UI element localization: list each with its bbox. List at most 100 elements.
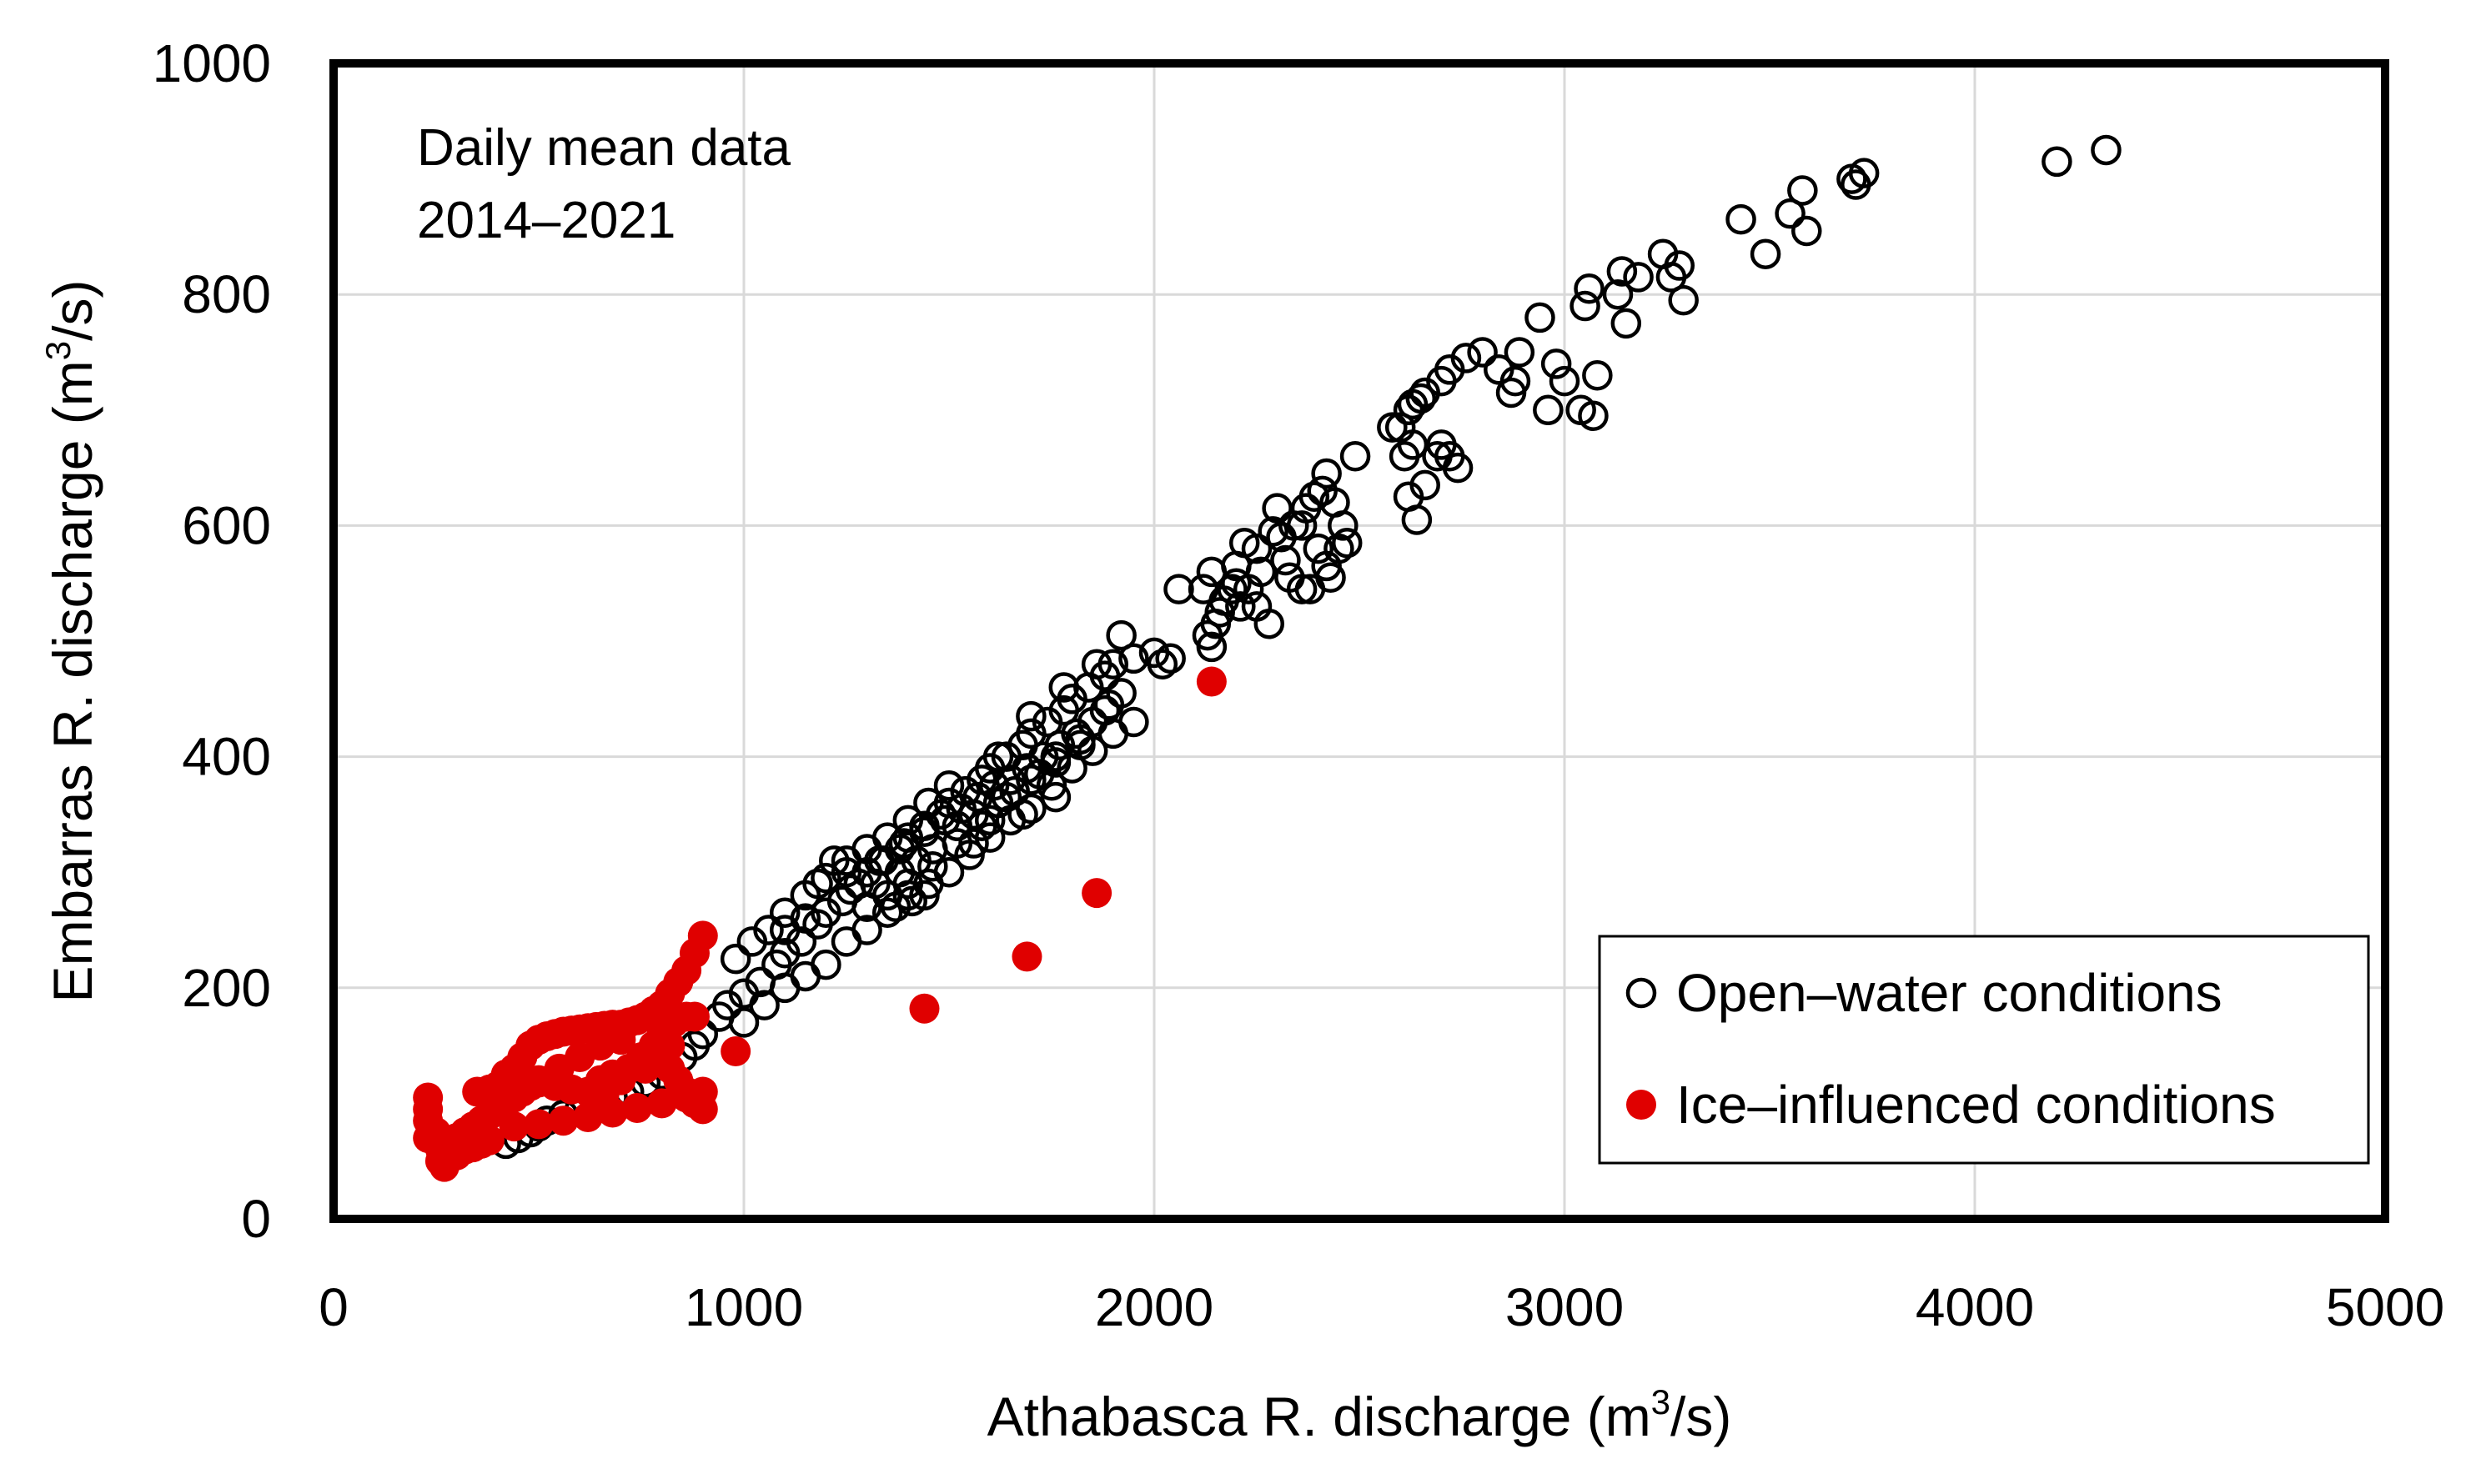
legend-label-open-water: Open–water conditions xyxy=(1676,963,2222,1023)
x-tick-label: 2000 xyxy=(1095,1277,1213,1337)
open-water-point xyxy=(1196,631,1228,663)
open-water-point xyxy=(1147,649,1178,679)
open-water-point xyxy=(1524,302,1555,333)
open-water-point xyxy=(974,805,1006,836)
open-water-point xyxy=(728,1007,760,1038)
open-water-point xyxy=(1188,574,1219,604)
open-water-point xyxy=(1450,343,1482,374)
open-water-point xyxy=(1093,689,1125,720)
y-tick-label: 600 xyxy=(182,495,271,555)
open-water-point xyxy=(913,787,944,819)
plot-area-frame xyxy=(329,59,2389,1223)
open-water-point xyxy=(871,897,903,928)
open-water-point xyxy=(1217,574,1248,604)
open-water-point xyxy=(749,990,780,1020)
open-water-point xyxy=(1606,256,1638,287)
ice-influenced-point xyxy=(1196,666,1227,697)
open-water-point xyxy=(1664,250,1695,281)
x-axis-ticks: 0 1000 2000 3000 4000 5000 xyxy=(319,1277,2444,1337)
x-tick-label: 3000 xyxy=(1505,1277,1624,1337)
open-water-point xyxy=(802,868,833,900)
open-water-point xyxy=(1016,700,1047,732)
y-tick-label: 400 xyxy=(182,727,271,787)
ice-influenced-point xyxy=(646,1088,677,1119)
ice-influenced-point xyxy=(909,993,940,1024)
ice-influenced-point xyxy=(573,1102,604,1133)
x-tick-label: 1000 xyxy=(685,1277,803,1337)
open-water-point xyxy=(1016,793,1047,825)
annotation-line-2: 2014–2021 xyxy=(417,192,676,249)
ice-influenced-point xyxy=(524,1109,554,1140)
open-water-point xyxy=(942,828,973,859)
open-water-point xyxy=(1258,516,1288,547)
y-axis-title: Embarras R. discharge (m3/s) xyxy=(38,280,103,1003)
open-water-point xyxy=(1286,510,1318,541)
open-water-point xyxy=(1725,203,1756,235)
open-water-point xyxy=(1106,619,1137,651)
legend-open-circle-marker xyxy=(1625,977,1657,1009)
open-water-point xyxy=(1225,591,1256,622)
open-water-point xyxy=(1118,643,1149,674)
ice-influenced-point xyxy=(679,1001,710,1032)
legend-label-ice-influenced: Ice–influenced conditions xyxy=(1676,1075,2276,1135)
open-water-point xyxy=(1574,273,1605,304)
open-water-point xyxy=(933,770,965,801)
y-tick-label: 0 xyxy=(241,1189,271,1249)
open-water-point xyxy=(1339,440,1371,472)
open-water-point xyxy=(818,845,850,876)
open-water-point xyxy=(1549,365,1580,397)
open-water-point xyxy=(1848,158,1880,188)
data-points xyxy=(413,134,2122,1182)
open-water-point xyxy=(1155,643,1186,674)
open-water-point xyxy=(1040,781,1072,813)
open-water-point xyxy=(831,845,862,876)
open-water-point xyxy=(769,897,801,928)
open-water-point xyxy=(720,943,751,975)
open-water-point xyxy=(982,741,1014,772)
y-tick-label: 800 xyxy=(182,264,271,324)
open-water-point xyxy=(1048,672,1080,703)
open-water-point xyxy=(1610,308,1642,339)
open-water-point xyxy=(1582,359,1613,391)
open-water-point xyxy=(811,949,841,980)
open-water-point xyxy=(896,885,927,917)
ice-influenced-point xyxy=(499,1111,530,1142)
open-water-point xyxy=(1578,400,1609,431)
open-water-point xyxy=(1377,412,1408,443)
open-water-point xyxy=(1401,504,1433,535)
y-axis-ticks: 0 200 400 600 800 1000 xyxy=(153,33,271,1249)
ice-influenced-point xyxy=(721,1036,751,1067)
open-water-point xyxy=(1602,278,1634,310)
open-water-point xyxy=(1504,337,1535,368)
open-water-point xyxy=(1303,533,1334,564)
ice-influenced-point xyxy=(585,1065,615,1095)
ice-influenced-point xyxy=(687,920,718,951)
open-water-point xyxy=(2091,134,2122,166)
open-water-point xyxy=(1077,706,1108,738)
open-water-point xyxy=(1163,574,1194,604)
ice-influenced-point xyxy=(1082,878,1112,909)
x-tick-label: 0 xyxy=(319,1277,349,1337)
x-tick-label: 5000 xyxy=(2326,1277,2444,1337)
open-water-point xyxy=(1331,527,1363,559)
open-water-point xyxy=(1540,348,1572,379)
y-tick-label: 1000 xyxy=(153,33,271,93)
open-water-point xyxy=(1315,562,1346,594)
open-water-point xyxy=(1405,383,1437,414)
open-water-point xyxy=(2042,146,2072,178)
open-water-point xyxy=(1040,741,1072,772)
open-water-point xyxy=(967,810,997,842)
open-water-point xyxy=(1253,608,1285,639)
open-water-point xyxy=(1097,649,1129,679)
open-water-point xyxy=(1262,493,1293,524)
open-water-point xyxy=(1081,649,1112,679)
open-water-point xyxy=(1533,394,1564,426)
ice-influenced-point xyxy=(548,1105,579,1136)
open-water-point xyxy=(1311,458,1342,489)
ice-influenced-point xyxy=(605,1025,636,1055)
open-water-point xyxy=(1775,198,1806,229)
x-tick-label: 4000 xyxy=(1916,1277,2034,1337)
open-water-point xyxy=(1623,262,1654,293)
